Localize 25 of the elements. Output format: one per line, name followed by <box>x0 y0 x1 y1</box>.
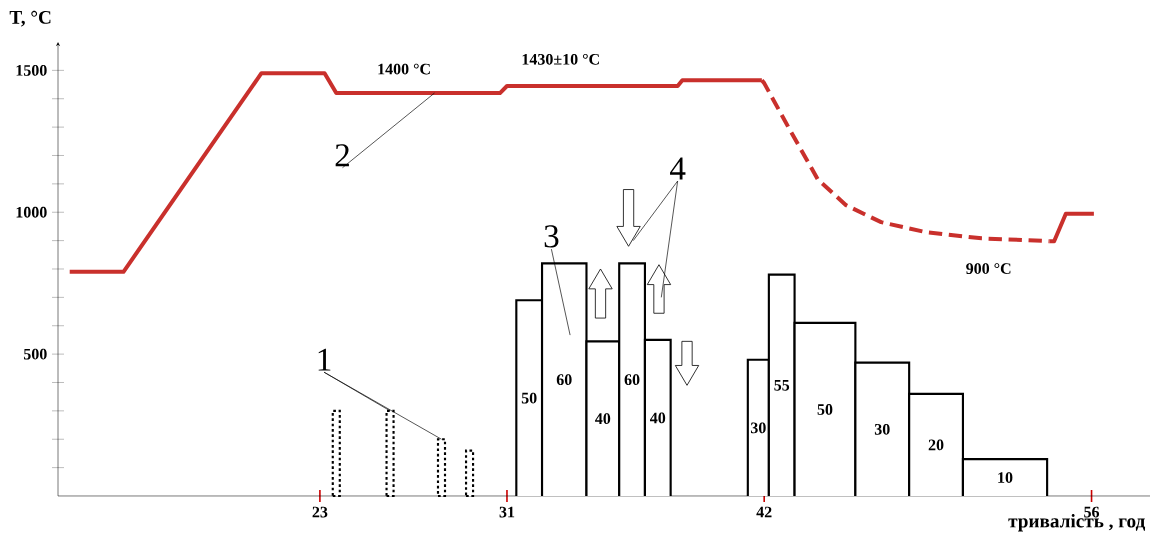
annotation: 20 <box>928 439 944 451</box>
annotation: 60 <box>624 374 640 386</box>
annotation: 40 <box>650 412 666 424</box>
y-axis-title: T, °C <box>9 10 51 27</box>
annotation: 50 <box>817 404 833 415</box>
y-tick-label: 500 <box>23 348 47 360</box>
annotation: 2 <box>335 144 349 167</box>
annotation: 900 °C <box>966 263 1011 274</box>
annotation: 1430±10 °C <box>522 53 599 65</box>
annotation: 1 <box>318 348 331 371</box>
annotation: 55 <box>774 380 790 391</box>
annotation: 4 <box>670 157 686 180</box>
annotation: 1400 °C <box>378 63 430 75</box>
y-tick-label: 1000 <box>16 206 47 218</box>
annotation: 60 <box>556 374 572 386</box>
annotation: 40 <box>595 413 611 425</box>
x-tick-label: 23 <box>312 506 328 518</box>
annotation: 30 <box>750 422 766 434</box>
annotation: 10 <box>998 472 1013 483</box>
x-tick-label: 31 <box>499 506 515 518</box>
x-tick-label: 42 <box>756 506 772 518</box>
y-tick-label: 1500 <box>16 64 47 76</box>
annotation: 50 <box>521 392 537 404</box>
annotation: 3 <box>544 225 559 248</box>
annotation: 30 <box>874 423 890 435</box>
